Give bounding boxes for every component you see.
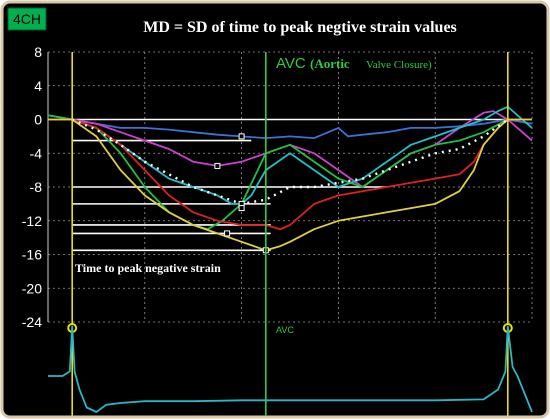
peak-marker-3 — [238, 205, 245, 212]
peak-marker-1 — [214, 162, 221, 169]
ttp-label: Time to peak negative strain — [75, 261, 221, 275]
peak-marker-0 — [238, 133, 245, 140]
avc-long-prefix: (Aortic — [310, 56, 350, 71]
vertical-markers — [67, 52, 513, 416]
ecg-trace — [48, 325, 533, 413]
y-tick-label-1: 4 — [34, 78, 42, 94]
y-tick-label-3: -4 — [30, 145, 43, 161]
y-tick-label-7: -20 — [22, 280, 42, 296]
series-line-6 — [71, 118, 509, 206]
y-tick-label-2: 0 — [34, 112, 42, 128]
y-tick-label-4: -8 — [30, 179, 43, 195]
series-lines — [47, 105, 533, 252]
series-line-1 — [48, 110, 533, 188]
y-tick-label-0: 8 — [34, 44, 42, 60]
series-line-3 — [47, 114, 532, 231]
series-line-5 — [48, 118, 532, 252]
view-badge-label: 4CH — [13, 11, 41, 27]
ttp-horizontal-lines — [72, 139, 387, 252]
y-tick-labels: 8 4 0 -4 -8 -12 -16 -20 -24 — [22, 44, 42, 330]
y-tick-label-5: -12 — [22, 213, 42, 229]
y-tick-label-6: -16 — [22, 247, 42, 263]
ecg-line — [48, 325, 533, 413]
view-badge — [7, 7, 47, 31]
avc-long-rest: Valve Closure) — [366, 59, 432, 71]
series-line-4 — [48, 118, 532, 231]
peak-marker-4 — [224, 230, 231, 237]
chart-title: MD = SD of time to peak negtive strain v… — [143, 19, 457, 36]
series-line-0 — [48, 118, 533, 140]
avc-bottom-label: AVC — [276, 325, 294, 335]
avc-label: AVC — [276, 55, 306, 72]
y-tick-label-8: -24 — [22, 314, 42, 330]
